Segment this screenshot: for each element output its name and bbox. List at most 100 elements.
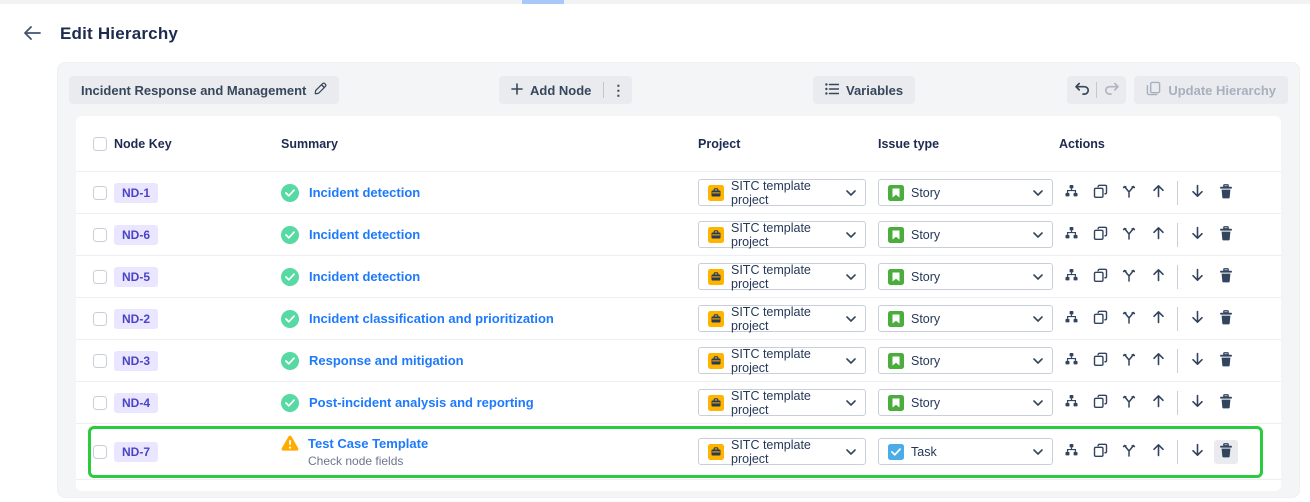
project-select[interactable]: SITC template project [698, 179, 866, 207]
issue-type-select[interactable]: Task [878, 438, 1053, 465]
row-checkbox[interactable] [93, 395, 107, 410]
row-checkbox[interactable] [93, 444, 107, 459]
move-up-button[interactable] [1146, 223, 1170, 247]
branch-node-button[interactable] [1117, 391, 1141, 415]
summary-link[interactable]: Response and mitigation [309, 353, 464, 368]
project-select[interactable]: SITC template project [698, 304, 866, 333]
duplicate-node-button[interactable] [1088, 181, 1112, 205]
delete-node-button[interactable] [1214, 181, 1238, 205]
move-down-button[interactable] [1185, 223, 1209, 247]
move-up-button[interactable] [1146, 391, 1170, 415]
move-down-button[interactable] [1185, 265, 1209, 289]
delete-node-button[interactable] [1214, 439, 1238, 464]
issue-type-select[interactable]: Story [878, 305, 1053, 332]
issue-type-select-value: Story [911, 269, 941, 284]
row-checkbox[interactable] [93, 311, 107, 326]
variables-label: Variables [846, 82, 904, 98]
project-avatar-icon [708, 310, 724, 327]
summary-link[interactable]: Incident classification and prioritizati… [309, 311, 554, 326]
table-row: ND-5 Incident detection SITC template pr… [76, 255, 1281, 297]
move-up-button[interactable] [1146, 349, 1170, 373]
delete-node-button[interactable] [1214, 307, 1238, 331]
move-up-button[interactable] [1146, 265, 1170, 289]
branch-node-button[interactable] [1117, 440, 1141, 464]
project-select-value: SITC template project [731, 304, 811, 333]
delete-node-button[interactable] [1214, 265, 1238, 289]
duplicate-node-button[interactable] [1088, 440, 1112, 464]
undo-button[interactable] [1067, 76, 1096, 104]
issue-type-select[interactable]: Story [878, 347, 1053, 374]
row-checkbox[interactable] [93, 185, 107, 200]
issue-type-select[interactable]: Story [878, 221, 1053, 248]
delete-node-button[interactable] [1214, 223, 1238, 247]
back-button[interactable] [20, 22, 44, 46]
branch-node-button[interactable] [1117, 349, 1141, 373]
issue-type-select[interactable]: Story [878, 179, 1053, 206]
header-summary: Summary [281, 136, 338, 151]
move-up-button[interactable] [1146, 440, 1170, 464]
hierarchy-name-button[interactable]: Incident Response and Management [69, 76, 340, 104]
table-row: ND-3 Response and mitigation SITC templa… [76, 339, 1281, 381]
branch-node-button[interactable] [1117, 181, 1141, 205]
move-down-button[interactable] [1185, 440, 1209, 464]
project-select[interactable]: SITC template project [698, 438, 866, 466]
duplicate-node-button[interactable] [1088, 265, 1112, 289]
move-up-button[interactable] [1146, 181, 1170, 205]
move-up-button[interactable] [1146, 307, 1170, 331]
issue-type-select-value: Story [911, 185, 941, 200]
redo-button[interactable] [1097, 76, 1126, 104]
move-down-button[interactable] [1185, 181, 1209, 205]
chevron-down-icon [846, 231, 856, 238]
issue-type-select[interactable]: Story [878, 389, 1053, 416]
move-down-button[interactable] [1185, 391, 1209, 415]
project-select[interactable]: SITC template project [698, 347, 866, 375]
arrow-down-icon [1191, 226, 1204, 243]
add-child-node-button[interactable] [1059, 391, 1083, 415]
summary-link[interactable]: Incident detection [309, 269, 421, 284]
summary-link[interactable]: Post-incident analysis and reporting [309, 395, 534, 410]
branch-node-button[interactable] [1117, 223, 1141, 247]
add-child-node-button[interactable] [1059, 440, 1083, 464]
chevron-down-icon [1033, 399, 1043, 406]
issue-type-select[interactable]: Story [878, 263, 1053, 290]
project-select[interactable]: SITC template project [698, 220, 866, 249]
duplicate-icon [1093, 310, 1108, 328]
duplicate-node-button[interactable] [1088, 307, 1112, 331]
duplicate-node-button[interactable] [1088, 391, 1112, 415]
branch-node-button[interactable] [1117, 307, 1141, 331]
add-child-node-button[interactable] [1059, 307, 1083, 331]
project-select[interactable]: SITC template project [698, 389, 866, 417]
project-select[interactable]: SITC template project [698, 263, 866, 291]
row-checkbox[interactable] [93, 269, 107, 284]
toolbar: Incident Response and Management Add Nod… [69, 76, 1288, 104]
duplicate-node-button[interactable] [1088, 349, 1112, 373]
duplicate-icon [1093, 443, 1108, 461]
duplicate-node-button[interactable] [1088, 223, 1112, 247]
summary-link[interactable]: Test Case Template [308, 435, 429, 451]
kebab-menu-icon[interactable]: ⋮ [604, 76, 632, 104]
move-down-button[interactable] [1185, 349, 1209, 373]
add-child-node-button[interactable] [1059, 349, 1083, 373]
summary-link[interactable]: Incident detection [309, 227, 421, 242]
branch-node-button[interactable] [1117, 265, 1141, 289]
chevron-down-icon [1033, 189, 1043, 196]
header-actions: Actions [1059, 136, 1105, 151]
add-child-node-button[interactable] [1059, 223, 1083, 247]
update-hierarchy-button[interactable]: Update Hierarchy [1134, 76, 1288, 104]
variables-button[interactable]: Variables [813, 76, 916, 104]
delete-node-button[interactable] [1214, 391, 1238, 415]
arrow-down-icon [1191, 443, 1204, 460]
summary-link[interactable]: Incident detection [309, 185, 421, 200]
add-child-node-button[interactable] [1059, 265, 1083, 289]
row-checkbox[interactable] [93, 353, 107, 368]
select-all-checkbox[interactable] [93, 136, 107, 151]
trash-icon [1219, 442, 1233, 461]
add-node-button[interactable]: Add Node [499, 76, 603, 104]
move-down-button[interactable] [1185, 307, 1209, 331]
add-child-node-button[interactable] [1059, 181, 1083, 205]
top-scrollbar-thumb[interactable] [522, 0, 564, 4]
project-select-value: SITC template project [731, 220, 811, 249]
delete-node-button[interactable] [1214, 349, 1238, 373]
row-checkbox[interactable] [93, 227, 107, 242]
hierarchy-icon [1064, 443, 1079, 461]
